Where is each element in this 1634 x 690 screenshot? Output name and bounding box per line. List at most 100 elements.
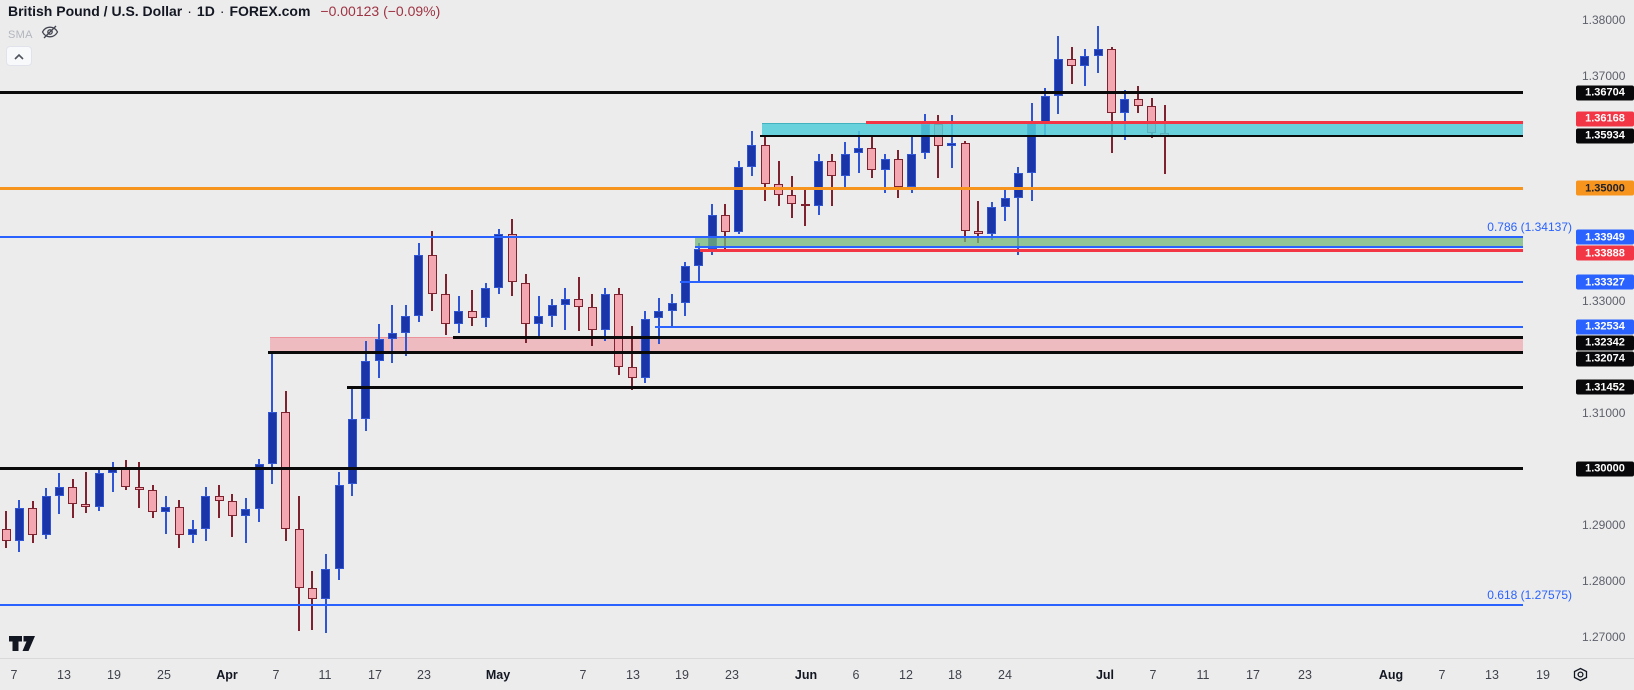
price-scale[interactable]: 1.38000 1.37000 1.33000 1.31000 1.29000 1.280… xyxy=(1523,0,1634,658)
horizontal-line-1.33888[interactable] xyxy=(700,249,1523,253)
fib-level-label: 0.786 (1.34137) xyxy=(1487,219,1572,234)
hexagon-gear-icon[interactable] xyxy=(1572,666,1589,688)
candle xyxy=(640,318,650,378)
candle-wick xyxy=(84,471,87,513)
time-axis-tick: 19 xyxy=(675,668,689,682)
price-axis-tick: 1.29000 xyxy=(1582,517,1626,532)
candle xyxy=(1093,49,1103,56)
exchange-label[interactable]: FOREX.com xyxy=(229,3,311,19)
horizontal-line-1.34137[interactable] xyxy=(0,235,1523,238)
horizontal-line-1.35934[interactable] xyxy=(760,134,1523,137)
candle xyxy=(694,248,704,266)
candle xyxy=(827,161,837,176)
candle xyxy=(267,411,277,465)
time-axis-tick: 11 xyxy=(318,668,332,682)
price-change-label: −0.00123 (−0.09%) xyxy=(320,3,441,19)
price-axis-tick: 1.27000 xyxy=(1582,630,1626,645)
chevron-up-icon xyxy=(13,49,25,64)
legend-collapse-button[interactable] xyxy=(6,46,32,66)
horizontal-line-1.33949[interactable] xyxy=(695,246,1523,249)
candle-wick xyxy=(138,462,141,509)
candle-wick xyxy=(1123,90,1126,140)
time-axis-tick: 25 xyxy=(157,668,171,682)
time-axis-tick: 13 xyxy=(626,668,640,682)
separator: · xyxy=(187,3,192,19)
price-axis-tick: 1.33000 xyxy=(1582,293,1626,308)
candle xyxy=(81,503,91,507)
price-badge: 1.33888 xyxy=(1576,245,1634,261)
indicator-label-sma[interactable]: SMA xyxy=(8,28,33,41)
candle xyxy=(454,310,464,325)
candle xyxy=(134,486,144,491)
candle xyxy=(281,411,291,530)
candle-wick xyxy=(950,115,953,169)
candle xyxy=(227,501,237,517)
legend-symbol-row: British Pound / U.S. Dollar · 1D · FOREX.com… xyxy=(8,3,440,19)
candle-wick xyxy=(671,293,673,328)
time-axis-tick: 17 xyxy=(368,668,382,682)
candle-wick xyxy=(471,290,474,326)
candle xyxy=(1120,98,1130,113)
candle xyxy=(560,299,570,305)
horizontal-line-1.36168[interactable] xyxy=(866,121,1523,125)
candle xyxy=(201,495,211,530)
price-badge: 1.35000 xyxy=(1576,180,1634,196)
candle-wick xyxy=(977,200,980,244)
candle xyxy=(907,153,917,188)
candle-wick xyxy=(937,114,940,179)
horizontal-line-1.36704[interactable] xyxy=(0,91,1523,95)
time-axis-tick: 12 xyxy=(899,668,913,682)
tradingview-logo[interactable] xyxy=(9,636,36,657)
candle xyxy=(41,495,51,535)
horizontal-line-1.35[interactable] xyxy=(0,186,1523,190)
candle xyxy=(361,361,371,420)
time-axis-tick: Jun xyxy=(794,668,818,682)
indicator-legend-row: SMA xyxy=(8,25,59,44)
candle xyxy=(893,159,903,188)
candle xyxy=(507,234,517,283)
horizontal-line-1.33327[interactable] xyxy=(680,281,1523,284)
candle xyxy=(174,506,184,535)
time-axis-tick: 17 xyxy=(1246,668,1260,682)
candle xyxy=(401,316,411,333)
candle xyxy=(414,254,424,317)
eye-off-icon[interactable] xyxy=(41,25,59,44)
candle-wick xyxy=(1163,105,1166,174)
horizontal-line-1.27575[interactable] xyxy=(0,603,1523,606)
candle xyxy=(880,159,890,171)
candle xyxy=(294,529,304,588)
time-axis-tick: 7 xyxy=(579,668,587,682)
time-axis-tick: 13 xyxy=(57,668,71,682)
horizontal-line-1.32342[interactable] xyxy=(453,335,1523,339)
symbol-title[interactable]: British Pound / U.S. Dollar xyxy=(8,3,183,19)
time-axis-tick: 23 xyxy=(725,668,739,682)
price-badge: 1.36704 xyxy=(1576,85,1634,101)
chart-plot-area[interactable]: 0.786 (1.34137) 0.618 (1.27575) British P… xyxy=(0,0,1572,658)
time-axis-tick: 24 xyxy=(998,668,1012,682)
candle xyxy=(68,486,78,504)
horizontal-line-1.32074[interactable] xyxy=(268,350,1523,354)
candle xyxy=(1013,172,1023,199)
candle xyxy=(747,144,757,167)
candle xyxy=(1067,59,1077,66)
candle xyxy=(28,508,38,535)
time-axis-tick: 7 xyxy=(1149,668,1157,682)
time-scale[interactable]: 7 13 19 25 Apr 7 11 17 23 May 7 13 19 23 Jun 6 12 18 24 Jul… xyxy=(0,658,1634,690)
candle-wick xyxy=(218,484,221,519)
candle xyxy=(481,288,490,319)
time-axis-tick: 19 xyxy=(1536,668,1550,682)
candle xyxy=(987,207,997,235)
candle xyxy=(374,338,384,361)
candle xyxy=(1133,98,1143,107)
interval-label[interactable]: 1D xyxy=(196,3,215,19)
candle xyxy=(347,419,357,485)
horizontal-line-1.3[interactable] xyxy=(0,467,1523,471)
time-axis-tick: 11 xyxy=(1196,668,1210,682)
candle xyxy=(427,254,437,294)
price-axis-tick: 1.28000 xyxy=(1582,574,1626,588)
horizontal-line-1.32534[interactable] xyxy=(655,325,1523,328)
horizontal-line-1.31452[interactable] xyxy=(347,385,1523,389)
time-axis-tick: Aug xyxy=(1378,668,1404,682)
candle xyxy=(161,506,171,513)
candle xyxy=(1080,55,1090,66)
